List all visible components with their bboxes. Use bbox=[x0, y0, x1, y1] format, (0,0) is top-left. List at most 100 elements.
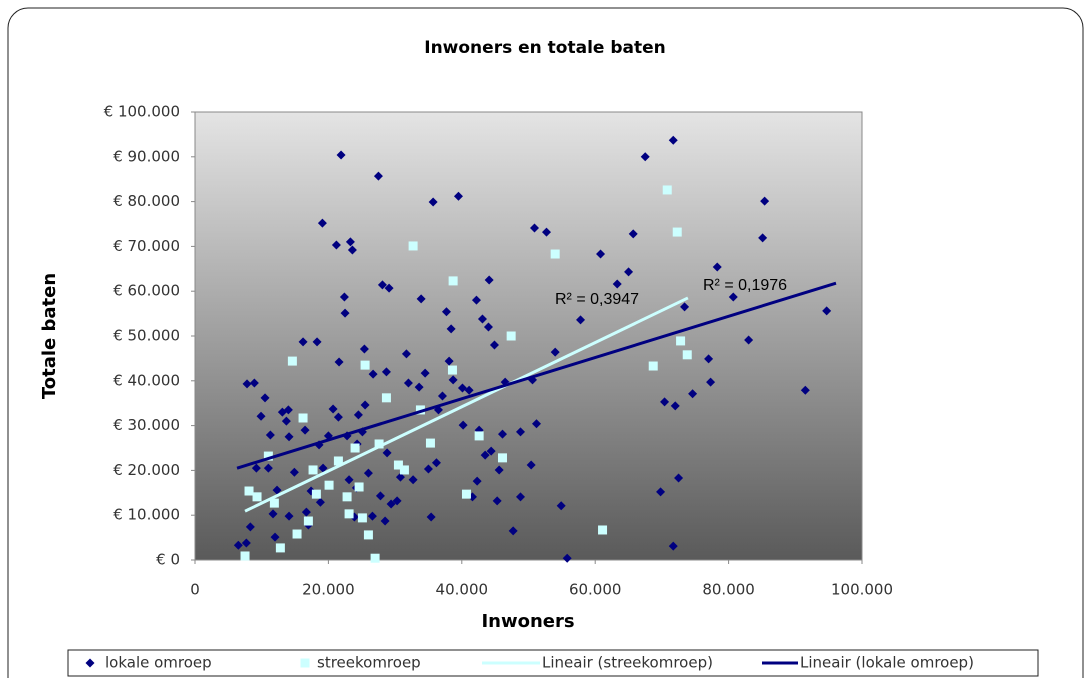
point bbox=[680, 302, 690, 312]
legend-swatch bbox=[85, 658, 95, 668]
point bbox=[241, 538, 251, 548]
point bbox=[508, 526, 518, 536]
point bbox=[344, 475, 354, 485]
point bbox=[425, 438, 435, 448]
point bbox=[660, 397, 670, 407]
point bbox=[497, 429, 507, 439]
point bbox=[668, 541, 678, 551]
y-tick-label: € 30.000 bbox=[113, 416, 180, 434]
point bbox=[426, 512, 436, 522]
point bbox=[668, 135, 678, 145]
point bbox=[414, 382, 424, 392]
chart-title: Inwoners en totale baten bbox=[424, 38, 666, 58]
point bbox=[256, 411, 266, 421]
point bbox=[375, 491, 385, 501]
y-tick-label: € 60.000 bbox=[113, 282, 180, 300]
point bbox=[474, 431, 484, 441]
point bbox=[497, 453, 507, 463]
point bbox=[674, 473, 684, 483]
y-tick-label: € 100.000 bbox=[104, 103, 180, 121]
point bbox=[331, 240, 341, 250]
legend bbox=[67, 649, 1039, 677]
point bbox=[612, 279, 622, 289]
point bbox=[292, 529, 302, 539]
point bbox=[712, 262, 722, 272]
point bbox=[281, 416, 291, 426]
point bbox=[550, 347, 560, 357]
point bbox=[392, 496, 402, 506]
point bbox=[380, 516, 390, 526]
point bbox=[359, 344, 369, 354]
point bbox=[489, 340, 499, 350]
point bbox=[800, 385, 810, 395]
point bbox=[301, 507, 311, 517]
point bbox=[360, 400, 370, 410]
point bbox=[300, 425, 310, 435]
y-tick-label: € 50.000 bbox=[113, 327, 180, 345]
y-tick-label: € 10.000 bbox=[113, 506, 180, 524]
point bbox=[441, 307, 451, 317]
point bbox=[284, 432, 294, 442]
point bbox=[339, 292, 349, 302]
point bbox=[484, 275, 494, 285]
point bbox=[408, 475, 418, 485]
x-tick-label: 40.000 bbox=[436, 581, 489, 599]
legend-label: Lineair (lokale omroep) bbox=[800, 654, 974, 672]
point bbox=[576, 315, 586, 325]
point bbox=[233, 540, 243, 550]
point bbox=[382, 448, 392, 458]
y-tick-label: € 0 bbox=[156, 551, 180, 569]
point bbox=[240, 551, 250, 561]
point bbox=[340, 308, 350, 318]
point bbox=[374, 439, 384, 449]
point bbox=[363, 468, 373, 478]
point bbox=[415, 405, 425, 415]
point bbox=[353, 410, 363, 420]
point bbox=[688, 389, 698, 399]
point bbox=[289, 467, 299, 477]
y-tick-label: € 80.000 bbox=[113, 192, 180, 210]
point bbox=[333, 412, 343, 422]
point bbox=[408, 241, 418, 251]
point bbox=[448, 375, 458, 385]
point bbox=[446, 324, 456, 334]
point bbox=[562, 553, 572, 563]
point bbox=[269, 498, 279, 508]
point bbox=[328, 404, 338, 414]
point bbox=[381, 367, 391, 377]
point bbox=[640, 152, 650, 162]
point bbox=[461, 489, 471, 499]
legend-swatch bbox=[300, 658, 310, 668]
point bbox=[263, 463, 273, 473]
point bbox=[377, 280, 387, 290]
point bbox=[268, 509, 278, 519]
point bbox=[822, 306, 832, 316]
point bbox=[598, 525, 608, 535]
point bbox=[515, 492, 525, 502]
point bbox=[242, 379, 252, 389]
point bbox=[357, 513, 367, 523]
point bbox=[283, 405, 293, 415]
point bbox=[444, 356, 454, 366]
point bbox=[244, 486, 254, 496]
point bbox=[350, 443, 360, 453]
point bbox=[251, 463, 261, 473]
point bbox=[515, 427, 525, 437]
point bbox=[260, 393, 270, 403]
legend-label: Lineair (streekomroep) bbox=[542, 654, 713, 672]
point bbox=[453, 191, 463, 201]
point bbox=[628, 229, 638, 239]
point bbox=[670, 401, 680, 411]
point bbox=[347, 245, 357, 255]
point bbox=[542, 227, 552, 237]
point bbox=[704, 354, 714, 364]
point bbox=[624, 267, 634, 277]
point bbox=[420, 368, 430, 378]
point bbox=[370, 553, 380, 563]
point bbox=[464, 385, 474, 395]
point bbox=[656, 487, 666, 497]
point bbox=[270, 532, 280, 542]
point bbox=[311, 489, 321, 499]
point bbox=[448, 276, 458, 286]
